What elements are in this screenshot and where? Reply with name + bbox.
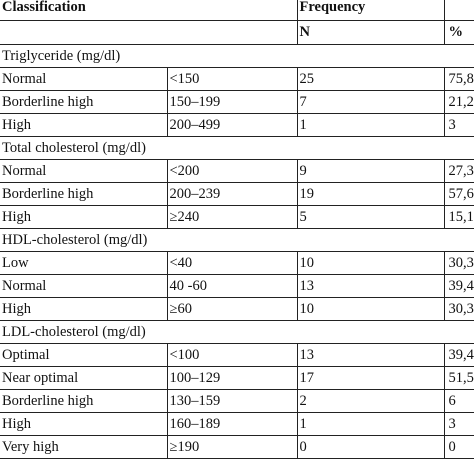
row-range: 130–159 [166,389,297,413]
row-n: 25 [296,67,444,91]
row-range: <40 [166,251,297,275]
row-range: ≥190 [166,435,297,459]
table-row: Normal <150 25 75,8 [0,67,474,91]
header-blank [0,20,297,45]
row-pct: 57,6 [443,182,474,206]
table-row: Optimal <100 13 39,4 [0,343,474,367]
row-label: Near optimal [0,366,167,390]
table-row: Near optimal 100–129 17 51,5 [0,366,474,390]
row-range: ≥240 [166,205,297,229]
row-pct: 27,3 [443,159,474,183]
row-n: 7 [296,90,444,114]
row-pct: 21,2 [443,90,474,114]
row-n: 10 [296,251,444,275]
row-label: High [0,113,167,137]
table-row: Low <40 10 30,3 [0,251,474,275]
table-row: Borderline high 150–199 7 21,2 [0,90,474,114]
row-pct: 3 [443,412,474,436]
section-row: Total cholesterol (mg/dl) [0,136,474,160]
row-n: 17 [296,366,444,390]
row-range: 200–239 [166,182,297,206]
section-title: HDL-cholesterol (mg/dl) [0,228,474,252]
row-range: 200–499 [166,113,297,137]
row-label: Normal [0,274,167,298]
row-label: High [0,205,167,229]
row-range: 150–199 [166,90,297,114]
row-range: 40 -60 [166,274,297,298]
row-pct: 30,3 [443,297,474,321]
header-n: N [296,20,444,45]
row-label: Normal [0,159,167,183]
row-label: Borderline high [0,90,167,114]
table-row: Normal 40 -60 13 39,4 [0,274,474,298]
header-frequency: Frequency [296,0,444,21]
row-n: 2 [296,389,444,413]
row-n: 0 [296,435,444,459]
section-row: Triglyceride (mg/dl) [0,44,474,68]
row-range: ≥60 [166,297,297,321]
row-n: 5 [296,205,444,229]
row-n: 10 [296,297,444,321]
section-title: Triglyceride (mg/dl) [0,44,474,68]
section-row: HDL-cholesterol (mg/dl) [0,228,474,252]
row-range: 100–129 [166,366,297,390]
row-pct: 30,3 [443,251,474,275]
row-pct: 15,1 [443,205,474,229]
table-row: High 200–499 1 3 [0,113,474,137]
row-label: Optimal [0,343,167,367]
row-n: 1 [296,113,444,137]
row-pct: 75,8 [443,67,474,91]
section-row: LDL-cholesterol (mg/dl) [0,320,474,344]
table-row: Borderline high 200–239 19 57,6 [0,182,474,206]
row-n: 9 [296,159,444,183]
row-range: 160–189 [166,412,297,436]
table-row: High ≥240 5 15,1 [0,205,474,229]
row-label: Borderline high [0,389,167,413]
table-row: High ≥60 10 30,3 [0,297,474,321]
row-n: 1 [296,412,444,436]
row-range: <150 [166,67,297,91]
row-n: 13 [296,274,444,298]
header-frequency-blank [443,0,474,21]
row-pct: 6 [443,389,474,413]
row-label: Low [0,251,167,275]
row-range: <200 [166,159,297,183]
header-row-top: Classification Frequency [0,0,474,21]
row-label: Very high [0,435,167,459]
row-label: High [0,412,167,436]
header-row-bottom: N % [0,20,474,45]
section-title: LDL-cholesterol (mg/dl) [0,320,474,344]
table-row: High 160–189 1 3 [0,412,474,436]
row-pct: 51,5 [443,366,474,390]
row-pct: 39,4 [443,343,474,367]
row-range: <100 [166,343,297,367]
row-label: Borderline high [0,182,167,206]
table-row: Normal <200 9 27,3 [0,159,474,183]
row-pct: 0 [443,435,474,459]
row-pct: 39,4 [443,274,474,298]
section-title: Total cholesterol (mg/dl) [0,136,474,160]
header-pct: % [443,20,474,45]
header-classification: Classification [0,0,297,21]
row-label: High [0,297,167,321]
row-n: 13 [296,343,444,367]
row-pct: 3 [443,113,474,137]
row-label: Normal [0,67,167,91]
table-row: Borderline high 130–159 2 6 [0,389,474,413]
table-row: Very high ≥190 0 0 [0,435,474,459]
row-n: 19 [296,182,444,206]
